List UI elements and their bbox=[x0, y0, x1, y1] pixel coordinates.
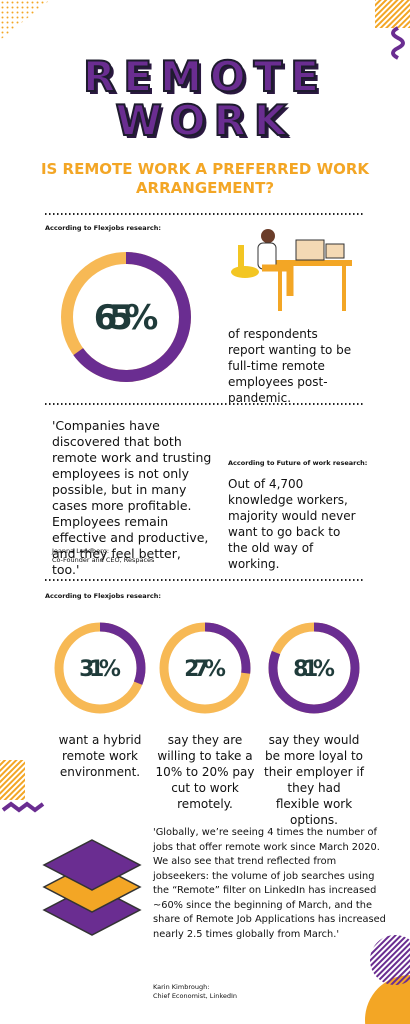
donut-label: 81% bbox=[293, 657, 335, 682]
donut-arc bbox=[268, 622, 360, 714]
stat-text: of respondents report wanting to be full… bbox=[228, 327, 352, 405]
dots bbox=[0, 0, 50, 40]
donut-label: 31% bbox=[79, 657, 121, 682]
author-role: Co-Founder and CEO, Respaces bbox=[52, 556, 155, 564]
source: According to Flexjobs research: bbox=[45, 224, 161, 232]
author-name: Jeanna Lundberg: bbox=[52, 547, 110, 555]
source: According to Flexjobs research: bbox=[45, 592, 161, 600]
stat-text: Out of 4,700 knowledge workers, majority… bbox=[228, 477, 356, 571]
circle bbox=[370, 935, 410, 985]
stripes bbox=[0, 760, 25, 800]
donut-arc bbox=[54, 622, 146, 714]
title: WORK bbox=[115, 95, 295, 146]
stack-icon bbox=[42, 839, 142, 936]
stat-text: say they are willing to take a 10% to 20… bbox=[155, 733, 255, 811]
stripes bbox=[375, 0, 410, 28]
quote: 'Companies have discovered that both rem… bbox=[52, 418, 212, 577]
dividers bbox=[45, 213, 365, 581]
stat-text: want a hybrid remote work environment. bbox=[58, 733, 142, 779]
squiggle bbox=[1, 801, 45, 813]
subtitle: IS REMOTE WORK A PREFERRED WORK ARRANGEM… bbox=[40, 160, 370, 197]
title: REMOTE bbox=[82, 51, 327, 102]
stat-text: say they would be more loyal to their em… bbox=[264, 733, 364, 827]
quote: 'Globally, we’re seeing 4 times the numb… bbox=[153, 827, 386, 940]
illustration bbox=[231, 229, 352, 311]
donut-label: 27% bbox=[184, 657, 226, 682]
source: According to Future of work research: bbox=[228, 459, 368, 467]
circle bbox=[365, 975, 410, 1024]
donut-label: 65% bbox=[94, 298, 159, 338]
author-name: Karin Kimbrough: bbox=[153, 983, 210, 991]
donut-arc bbox=[61, 252, 191, 382]
author-role: Chief Economist, LinkedIn bbox=[153, 992, 238, 1000]
donut-arc bbox=[159, 622, 251, 714]
squiggle bbox=[391, 26, 405, 60]
